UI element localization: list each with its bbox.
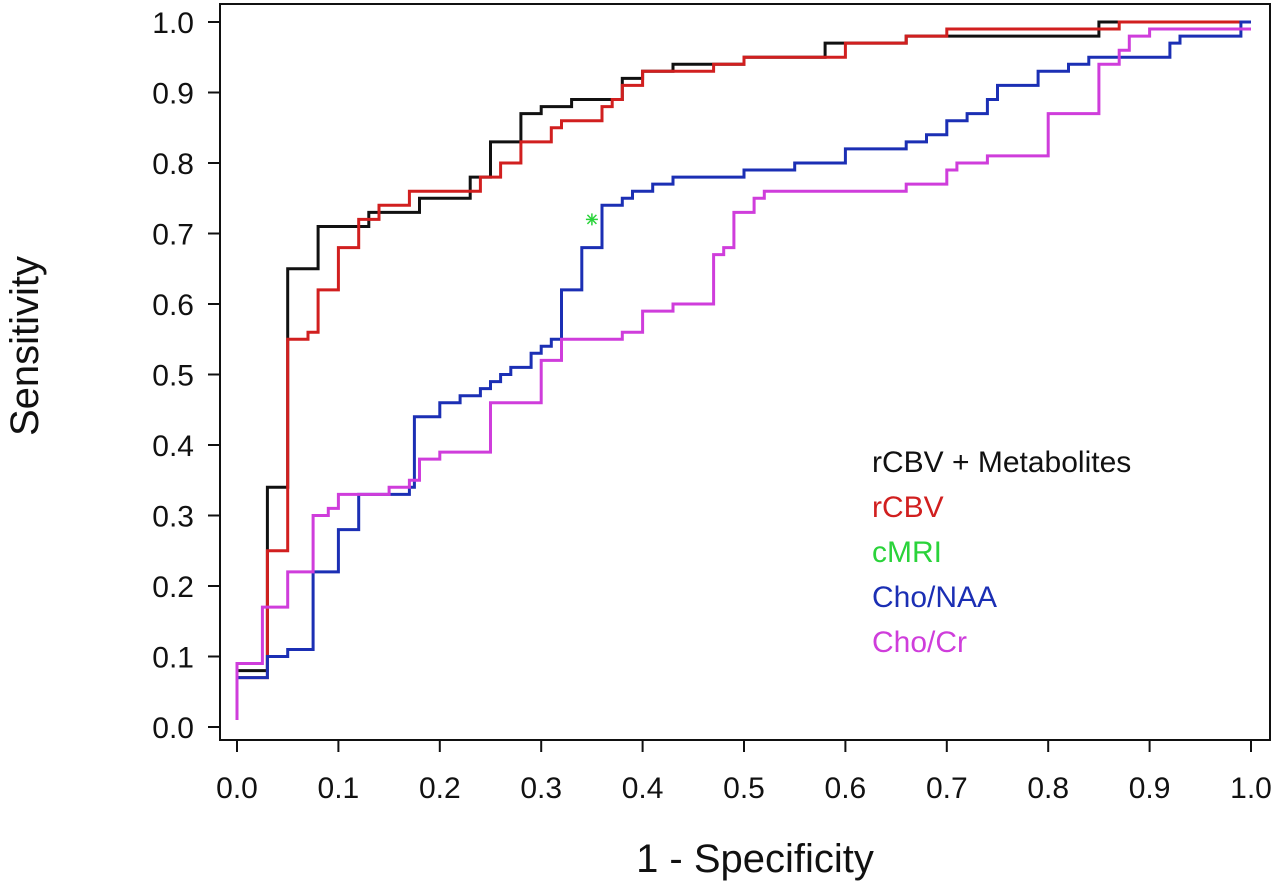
x-tick-label: 0.9 [1129, 772, 1171, 805]
series-cho-cr-line [235, 27, 1251, 720]
legend-entry-cho-cr: Cho/Cr [872, 626, 967, 659]
y-tick-label: 0.9 [152, 78, 194, 111]
axis-ticks: 0.0 0.1 0.2 0.3 0.4 0.5 0.6 0.7 0.8 0.9 1.0 0.0 0.1 0… [152, 7, 1272, 805]
y-tick-label: 0.7 [152, 219, 194, 252]
y-tick-label: 0.8 [152, 148, 194, 181]
y-tick-label: 0.1 [152, 642, 194, 675]
legend-entry-rcbv: rCBV [872, 491, 944, 524]
x-tick-label: 0.6 [825, 772, 867, 805]
series-rcbv-metabolites-line [235, 20, 1251, 678]
legend-entry-cmri: cMRI [872, 536, 942, 569]
series-rcbv-line [237, 20, 1251, 680]
x-tick-label: 0.3 [520, 772, 562, 805]
x-tick-label: 0.8 [1027, 772, 1069, 805]
y-tick-label: 0.6 [152, 289, 194, 322]
y-tick-label: 1.0 [152, 7, 194, 40]
x-tick-label: 0.7 [926, 772, 968, 805]
y-axis-label: Sensitivity [3, 256, 47, 436]
y-tick-label: 0.5 [152, 360, 194, 393]
x-tick-label: 0.0 [216, 772, 258, 805]
y-tick-label: 0.3 [152, 501, 194, 534]
x-tick-label: 0.2 [419, 772, 461, 805]
legend-entry-rcbv-metabolites: rCBV + Metabolites [872, 446, 1131, 479]
x-tick-label: 1.0 [1230, 772, 1272, 805]
plot-frame [219, 3, 1271, 741]
x-tick-label: 0.4 [622, 772, 664, 805]
legend-entry-cho-naa: Cho/NAA [872, 581, 997, 614]
legend: rCBV + Metabolites rCBV cMRI Cho/NAA Cho/Cr [872, 446, 1131, 659]
y-tick-label: 0.2 [152, 571, 194, 604]
y-tick-label: 0.4 [152, 430, 194, 463]
x-tick-label: 0.1 [318, 772, 360, 805]
x-axis-label: 1 - Specificity [636, 837, 874, 881]
series-cmri-point [585, 213, 598, 226]
x-tick-label: 0.5 [723, 772, 765, 805]
series-cho-naa-line [237, 20, 1251, 680]
series-layer [235, 20, 1251, 720]
y-tick-label: 0.0 [152, 712, 194, 745]
